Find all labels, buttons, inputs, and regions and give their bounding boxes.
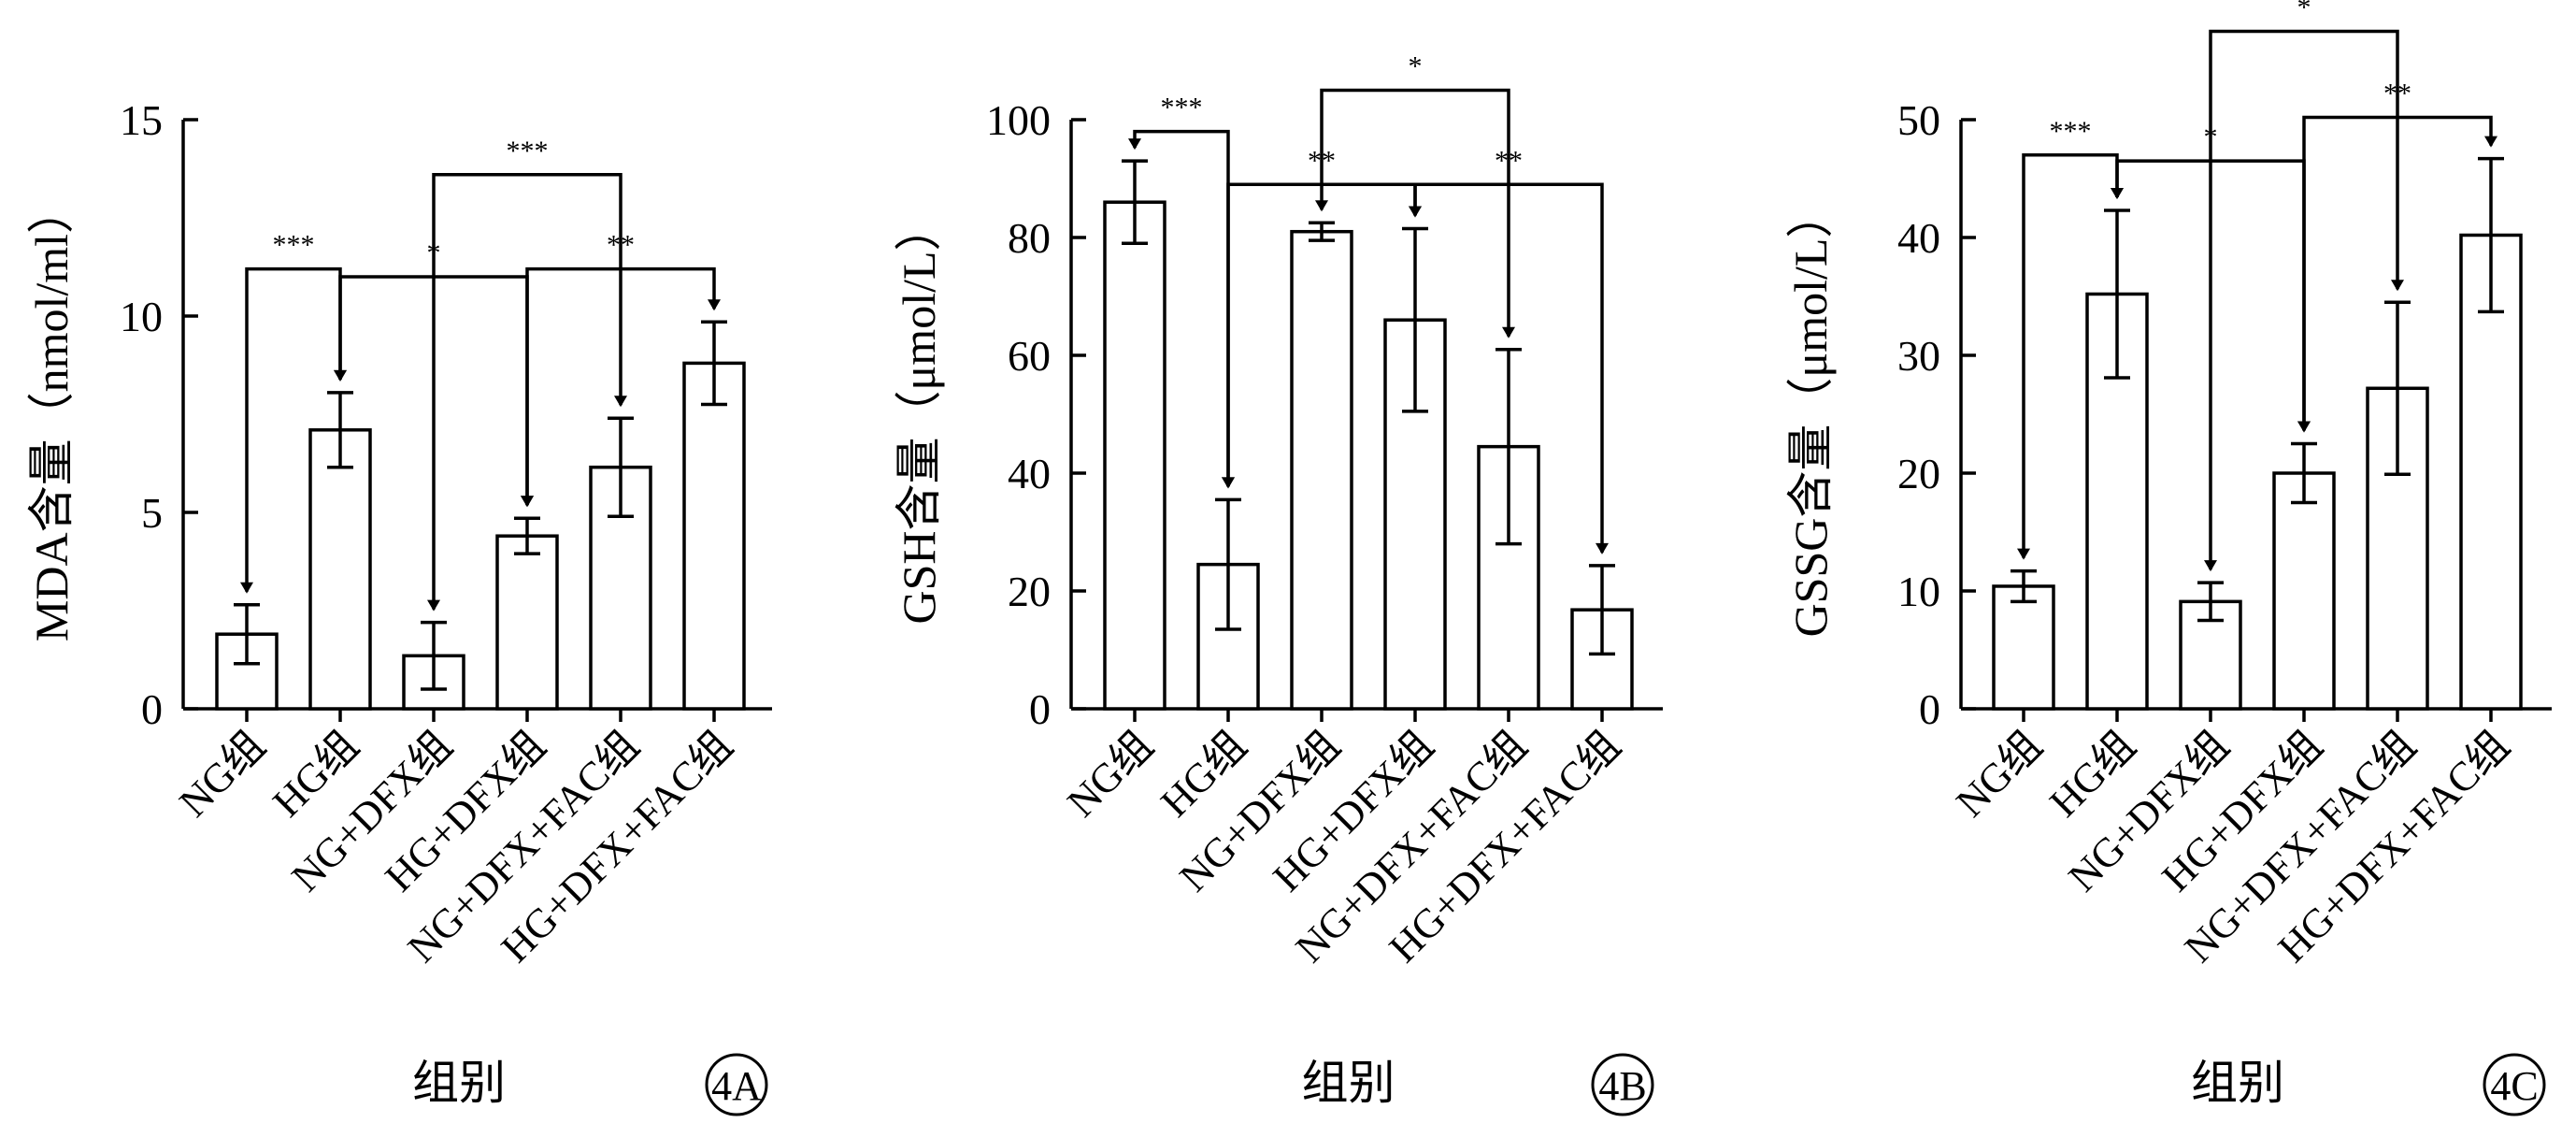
- bracket-arrowhead: [1315, 200, 1328, 212]
- bar: [2272, 471, 2336, 711]
- bracket-arrowhead: [1596, 542, 1609, 554]
- y-tick-label: 15: [120, 96, 163, 144]
- panel-label: 4B: [1598, 1063, 1646, 1109]
- bracket-arrowhead: [1128, 138, 1141, 151]
- y-tick-label: 20: [1897, 450, 1940, 497]
- x-axis-title: 组别: [2191, 1057, 2284, 1109]
- y-tick-label: 10: [1897, 568, 1940, 615]
- significance-label: ***: [273, 230, 315, 261]
- bar: [1290, 229, 1353, 711]
- bracket-arrowhead: [2297, 421, 2311, 433]
- y-tick-label: 0: [1029, 685, 1051, 733]
- y-tick-label: 30: [1897, 332, 1940, 380]
- bracket-arrowhead: [708, 299, 721, 311]
- bar: [308, 428, 372, 711]
- panel-label: 4C: [2490, 1063, 2538, 1109]
- x-tick-label: NG组: [1058, 722, 1162, 826]
- y-tick-label: 80: [1008, 214, 1051, 262]
- y-tick-label: 100: [986, 96, 1051, 144]
- bracket-arrowhead: [2111, 188, 2124, 200]
- bracket-arrowhead: [2204, 560, 2217, 572]
- panel-label-circle: [1591, 1053, 1654, 1116]
- y-tick-label: 5: [141, 489, 163, 537]
- significance-bracket: [1320, 88, 1510, 337]
- significance-bracket: [432, 173, 623, 610]
- y-tick-label: 10: [120, 293, 163, 340]
- bracket-arrowhead: [240, 582, 253, 594]
- y-axis-title: MDA含量（nmol/ml）: [25, 187, 78, 641]
- bracket-arrowhead: [521, 496, 534, 508]
- chart-panel-4a: 051015MDA含量（nmol/ml）NG组HG组NG+DFX组HG+DFX组…: [25, 96, 772, 1116]
- y-tick-label: 20: [1008, 568, 1051, 615]
- significance-label: ***: [1161, 93, 1203, 123]
- y-tick-label: 40: [1008, 450, 1051, 497]
- chart-panel-4c: 01020304050GSSG含量（μmol/L）NG组HG组NG+DFX组HG…: [1784, 0, 2552, 1116]
- panel-label: 4A: [711, 1063, 762, 1109]
- bar: [1992, 584, 2055, 711]
- y-tick-label: 40: [1897, 214, 1940, 262]
- bracket-arrowhead: [1502, 326, 1515, 338]
- y-tick-label: 0: [1919, 685, 1940, 733]
- x-axis-title: 组别: [1302, 1057, 1395, 1109]
- bracket-arrowhead: [2017, 548, 2030, 560]
- bracket-arrowhead: [334, 369, 347, 382]
- bar: [495, 534, 559, 711]
- y-tick-label: 60: [1008, 332, 1051, 380]
- panel-label-circle: [705, 1053, 768, 1116]
- x-tick-label: NG组: [170, 722, 274, 826]
- bracket-arrowhead: [427, 599, 440, 612]
- y-tick-label: 0: [141, 685, 163, 733]
- bracket-arrowhead: [1222, 477, 1235, 489]
- bracket-arrowhead: [2391, 280, 2404, 292]
- significance-label: *: [2297, 0, 2311, 23]
- chart-panel-4b: 020406080100GSH含量（μmol/L）NG组HG组NG+DFX组HG…: [893, 51, 1663, 1116]
- y-axis-title: GSH含量（μmol/L）: [893, 204, 945, 624]
- bracket-arrowhead: [1409, 206, 1422, 218]
- bar: [1103, 200, 1166, 711]
- bar: [682, 361, 746, 711]
- x-axis-title: 组别: [412, 1057, 506, 1109]
- x-tick-label: NG组: [1947, 722, 2051, 826]
- bracket-arrowhead: [614, 396, 627, 408]
- bracket-arrowhead: [2484, 136, 2497, 148]
- significance-label: *: [1409, 51, 1423, 82]
- panel-label-circle: [2483, 1053, 2546, 1116]
- significance-label: ***: [2050, 116, 2092, 147]
- y-axis-title: GSSG含量（μmol/L）: [1784, 192, 1837, 638]
- significance-bracket: [2209, 29, 2399, 570]
- y-tick-label: 50: [1897, 96, 1940, 144]
- significance-label: ***: [507, 136, 549, 166]
